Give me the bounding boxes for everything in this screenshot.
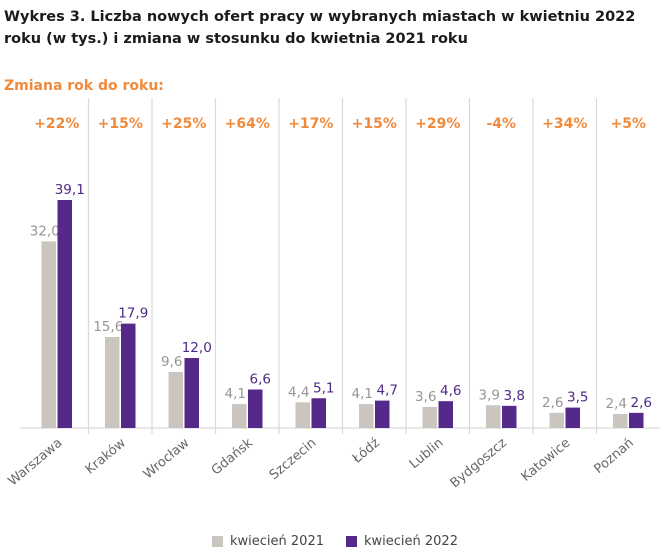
bar-2022 (57, 200, 72, 428)
value-label-2021: 3,6 (415, 389, 436, 405)
legend-swatch-2022 (345, 536, 357, 547)
legend-label-2022: kwiecień 2022 (363, 534, 458, 549)
value-label-2022: 17,9 (118, 306, 148, 322)
bar-2022 (311, 398, 326, 428)
bar-2022 (121, 323, 136, 428)
bar-2022 (184, 358, 199, 428)
bar-2021 (295, 402, 310, 428)
value-label-2022: 39,1 (55, 182, 85, 198)
value-label-2022: 4,7 (377, 383, 398, 399)
category-label: Szczecin (267, 436, 320, 484)
value-label-2022: 3,5 (567, 390, 588, 406)
value-label-2021: 15,6 (93, 319, 123, 335)
change-label: -4% (486, 116, 516, 132)
bar-chart: +22% 32,0 39,1 Warszawa +15% 15,617,9 Kraków +2… (6, 98, 660, 491)
chart-title: Wykres 3. Liczba nowych ofert pracy w wy… (4, 9, 636, 47)
bar-2022 (502, 405, 517, 428)
category-label: Kraków (83, 435, 129, 477)
value-label-2021: 4,1 (352, 386, 373, 402)
bar-2021 (613, 414, 628, 428)
value-label-2021: 2,4 (606, 396, 627, 412)
bar-2022 (565, 407, 580, 428)
category-label: Gdańsk (209, 435, 256, 478)
bar-2021 (105, 337, 120, 428)
bar-2021 (232, 404, 247, 428)
value-label-2022: 5,1 (313, 380, 334, 396)
category-label: Wrocław (141, 435, 193, 482)
value-label-2022: 6,6 (250, 372, 271, 388)
legend-item-2022: kwiecień 2022 (345, 534, 458, 549)
category-label: Lublin (407, 436, 446, 473)
category-label: Katowice (519, 436, 574, 485)
bar-2021 (486, 405, 501, 428)
change-label: +22% (34, 116, 79, 132)
legend-label-2021: kwiecień 2021 (230, 534, 324, 549)
category-label: Łódź (349, 435, 383, 467)
bar-2021 (549, 412, 564, 428)
value-label-2021: 32,0 (30, 223, 60, 239)
change-label: +15% (98, 116, 143, 132)
bar-2021 (168, 372, 183, 428)
value-label-2021: 3,9 (479, 387, 500, 403)
value-label-2022: 2,6 (631, 395, 652, 411)
legend: kwiecień 2021 kwiecień 2022 (212, 534, 480, 549)
category-label: Bydgoszcz (448, 435, 510, 491)
bar-2022 (629, 412, 644, 428)
value-label-2022: 12,0 (182, 340, 212, 356)
category-label: Warszawa (6, 436, 66, 490)
change-label: +5% (611, 116, 647, 132)
bar-2021 (359, 404, 374, 428)
category-label: Poznań (591, 436, 636, 477)
value-label-2021: 4,1 (225, 386, 246, 402)
change-label: +25% (161, 116, 206, 132)
bar-2022 (438, 401, 453, 428)
change-label: +64% (225, 116, 270, 132)
bar-2021 (422, 407, 437, 428)
value-label-2021: 2,6 (542, 395, 563, 411)
bar-2022 (375, 400, 390, 428)
change-heading: Zmiana rok do roku: (4, 78, 164, 94)
legend-swatch-2021 (212, 536, 223, 547)
value-label-2022: 3,8 (504, 388, 525, 404)
change-label: +15% (352, 116, 397, 132)
change-label: +17% (288, 116, 333, 132)
legend-item-2021: kwiecień 2021 (212, 534, 324, 549)
value-label-2021: 9,6 (161, 354, 182, 370)
bar-2021 (41, 241, 56, 428)
change-label: +34% (542, 116, 587, 132)
change-label: +29% (415, 116, 460, 132)
value-label-2022: 4,6 (440, 383, 461, 399)
value-label-2021: 4,4 (288, 384, 309, 400)
bar-2022 (248, 389, 263, 428)
